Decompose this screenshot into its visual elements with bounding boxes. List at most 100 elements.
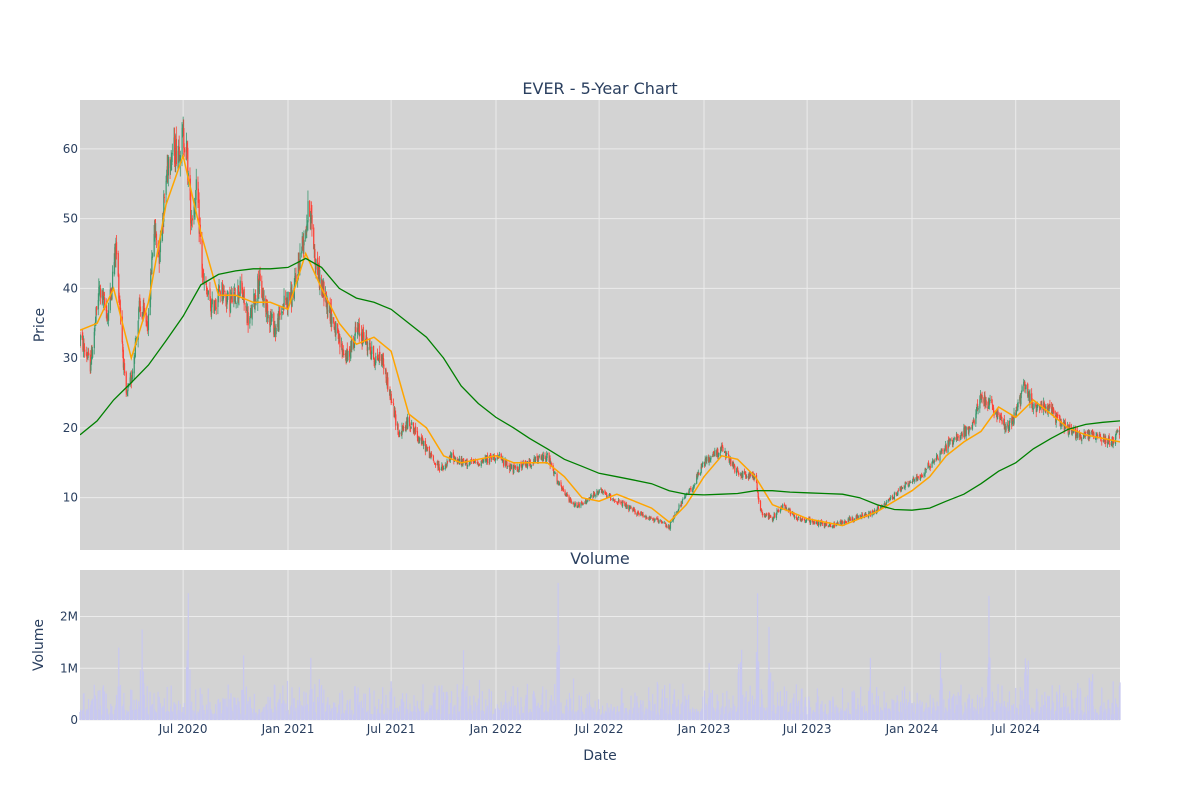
candle-down-body: [245, 306, 247, 308]
candle-up-body: [229, 297, 232, 313]
volume-bar: [457, 697, 459, 720]
candle-down-body: [992, 405, 994, 408]
candle-up-body: [1110, 443, 1113, 446]
volume-series: [79, 582, 1121, 720]
candle-down-body: [339, 335, 341, 348]
candle-up-body: [779, 509, 782, 513]
volume-bar: [245, 686, 247, 720]
candle-down-body: [145, 312, 147, 323]
volume-y-tick-label: 2M: [60, 610, 78, 624]
volume-bar: [489, 702, 491, 720]
candle-down-body: [183, 147, 185, 153]
volume-bar: [505, 690, 507, 720]
volume-bar: [969, 708, 971, 720]
candle-down-body: [202, 267, 204, 276]
candle-up-body: [773, 517, 775, 520]
candle-down-body: [517, 469, 519, 472]
candle-down-body: [1024, 381, 1026, 390]
candle-down-body: [1091, 431, 1093, 434]
volume-bar: [450, 691, 453, 720]
volume-bar: [1109, 708, 1111, 720]
candle-down-body: [759, 501, 762, 511]
candle-down-body: [379, 351, 381, 361]
volume-bar: [733, 704, 735, 720]
volume-bar: [1013, 713, 1015, 720]
candle-up-body: [297, 260, 299, 280]
volume-bar: [274, 685, 276, 720]
candle-up-body: [925, 469, 927, 470]
candle-up-body: [171, 153, 174, 155]
candle-up-body: [195, 190, 197, 210]
candle-down-body: [1031, 393, 1033, 404]
candle-up-body: [102, 294, 105, 300]
candle-down-body: [270, 314, 272, 320]
volume-bar: [431, 705, 433, 720]
candle-up-body: [1071, 429, 1073, 435]
volume-bar: [454, 704, 456, 720]
candle-up-body: [693, 486, 695, 489]
candle-up-body: [506, 465, 509, 467]
candle-down-body: [733, 464, 735, 466]
candle-up-body: [782, 504, 784, 509]
candle-up-body: [908, 483, 910, 487]
candle-down-body: [929, 465, 931, 469]
candle-down-body: [488, 462, 490, 463]
volume-bar: [594, 700, 596, 720]
volume-bar: [209, 702, 211, 720]
candle-down-body: [1003, 419, 1006, 430]
candle-up-body: [469, 462, 471, 464]
candle-down-body: [570, 500, 572, 504]
candle-up-body: [111, 289, 113, 300]
candle-down-body: [501, 458, 503, 460]
candle-up-body: [351, 340, 353, 350]
candle-up-body: [915, 478, 917, 481]
candle-down-body: [668, 525, 670, 529]
volume-bar: [634, 692, 636, 720]
candle-down-body: [295, 274, 297, 279]
volume-bar: [369, 693, 371, 720]
candle-down-body: [562, 487, 564, 492]
volume-bar: [1101, 687, 1103, 720]
volume-bar: [255, 712, 257, 720]
candle-down-body: [610, 499, 612, 500]
volume-bar: [183, 702, 185, 720]
x-tick-label: Jan 2022: [469, 722, 523, 736]
volume-bar: [980, 707, 982, 720]
volume-bar: [522, 712, 524, 720]
candle-up-body: [693, 485, 696, 487]
volume-bar: [1021, 690, 1023, 720]
volume-bar: [792, 697, 794, 720]
candle-down-body: [624, 501, 626, 506]
candle-down-body: [717, 448, 719, 456]
candle-up-body: [584, 502, 586, 504]
candle-up-body: [1117, 430, 1119, 432]
candle-up-body: [353, 345, 355, 347]
candle-down-body: [376, 354, 379, 361]
volume-bar: [865, 710, 868, 720]
candle-down-body: [103, 294, 105, 296]
candle-down-body: [408, 416, 411, 423]
candle-up-body: [1064, 423, 1066, 430]
candle-down-body: [431, 453, 433, 456]
volume-bar: [652, 693, 654, 720]
candle-up-body: [636, 512, 639, 515]
candle-up-body: [354, 337, 356, 344]
candle-down-body: [722, 446, 724, 452]
volume-bar: [968, 695, 971, 720]
candle-down-body: [764, 513, 766, 517]
volume-bar: [578, 695, 580, 720]
candle-down-body: [1057, 414, 1059, 416]
volume-bar: [601, 705, 604, 720]
candle-down-body: [620, 502, 622, 504]
candle-down-body: [907, 483, 909, 485]
candle-down-body: [373, 360, 375, 362]
candle-down-body: [385, 369, 387, 379]
price-plot-background: [80, 100, 1120, 550]
candle-up-body: [554, 472, 556, 474]
candle-down-body: [1064, 422, 1066, 427]
price-y-tick-label: 10: [63, 491, 78, 505]
candle-down-body: [146, 320, 148, 322]
volume-bar: [937, 706, 939, 720]
candle-down-body: [634, 510, 636, 515]
candle-up-body: [1040, 402, 1043, 405]
